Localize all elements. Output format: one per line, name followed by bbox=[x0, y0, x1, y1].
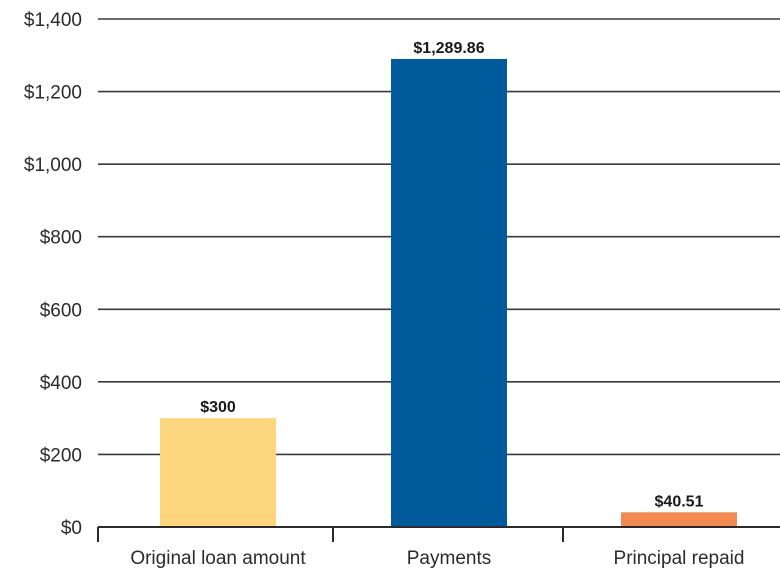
bars bbox=[160, 58, 737, 527]
data-label: $300 bbox=[200, 399, 236, 416]
bar-2 bbox=[391, 58, 507, 527]
bar-1 bbox=[160, 418, 276, 527]
y-tick-label: $1,400 bbox=[24, 10, 82, 31]
category-label: Payments bbox=[407, 548, 491, 569]
x-category-labels: Original loan amount Payments Principal re… bbox=[130, 548, 744, 569]
y-tick-label: $1,000 bbox=[24, 155, 82, 176]
y-tick-label: $600 bbox=[40, 300, 82, 321]
y-tick-label: $0 bbox=[61, 518, 82, 539]
y-tick-label: $800 bbox=[40, 228, 82, 249]
category-label: Principal repaid bbox=[614, 548, 745, 569]
data-label: $40.51 bbox=[655, 493, 704, 510]
category-label: Original loan amount bbox=[130, 548, 306, 569]
data-label: $1,289.86 bbox=[413, 40, 484, 57]
bar-3 bbox=[621, 512, 737, 527]
y-tick-label: $200 bbox=[40, 445, 82, 466]
data-labels: $300 $1,289.86 $40.51 bbox=[200, 40, 703, 510]
y-tick-labels: $0 $200 $400 $600 $800 $1,000 $1,200 $1,400 bbox=[24, 10, 82, 539]
y-tick-label: $400 bbox=[40, 373, 82, 394]
y-tick-label: $1,200 bbox=[24, 83, 82, 104]
axes bbox=[97, 526, 780, 542]
